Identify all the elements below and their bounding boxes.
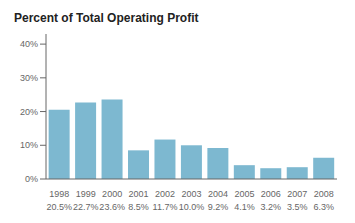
svg-text:2007: 2007 [287,189,307,199]
svg-text:40%: 40% [20,39,38,49]
svg-text:4.1%: 4.1% [234,202,255,212]
svg-text:1998: 1998 [49,189,69,199]
svg-text:2002: 2002 [155,189,175,199]
svg-text:20%: 20% [20,107,38,117]
svg-text:10%: 10% [20,140,38,150]
svg-text:10.0%: 10.0% [179,202,205,212]
svg-text:0%: 0% [25,174,38,184]
svg-text:2001: 2001 [129,189,149,199]
svg-text:2006: 2006 [261,189,281,199]
svg-text:9.2%: 9.2% [208,202,229,212]
svg-text:8.5%: 8.5% [128,202,149,212]
svg-text:1999: 1999 [76,189,96,199]
html-text:Percent of Total Operating Pro: Percent of Total Operating Profit [14,11,199,25]
svg-text:2005: 2005 [234,189,254,199]
svg-text:3.2%: 3.2% [261,202,282,212]
svg-text:30%: 30% [20,73,38,83]
svg-text:6.3%: 6.3% [314,202,335,212]
svg-text:2003: 2003 [181,189,201,199]
svg-text:2008: 2008 [314,189,334,199]
svg-text:22.7%: 22.7% [73,202,99,212]
svg-text:20.5%: 20.5% [46,202,72,212]
svg-text:23.6%: 23.6% [99,202,125,212]
svg-text:11.7%: 11.7% [153,202,178,212]
svg-text:2004: 2004 [208,189,228,199]
svg-text:3.5%: 3.5% [287,202,308,212]
svg-text:2000: 2000 [102,189,122,199]
